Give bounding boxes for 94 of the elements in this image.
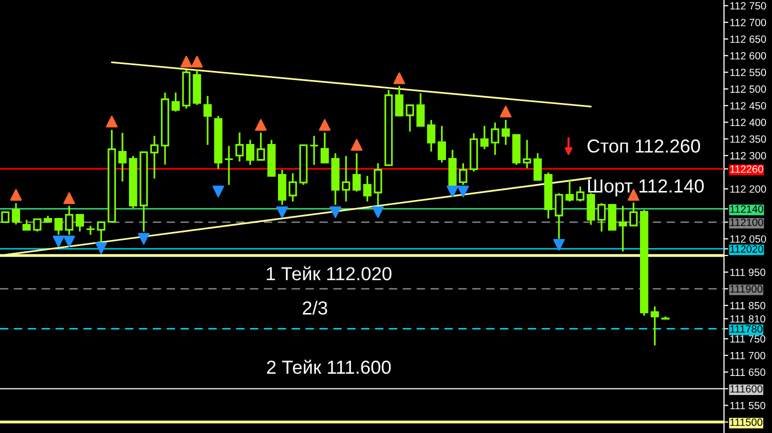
candlestick: [22, 218, 31, 231]
y-tick-label: 112 350: [730, 135, 766, 143]
y-tick-label: 111 950: [730, 268, 766, 276]
candlestick: [576, 186, 584, 202]
y-tick-label: 112100: [730, 218, 764, 226]
point: [52, 236, 64, 248]
ref-line-label: 2 Тейк 111.600: [267, 360, 391, 374]
candlestick: [76, 214, 84, 232]
point: [500, 106, 512, 118]
y-tick-label: 112 750: [730, 2, 766, 10]
candlestick: [618, 205, 627, 252]
point: [63, 192, 76, 204]
y-tick-label: 112140: [730, 205, 764, 213]
y-tick-label: 112 300: [730, 152, 766, 160]
candlestick: [459, 162, 468, 186]
point: [106, 116, 118, 128]
candlestick: [534, 152, 542, 181]
point: [330, 206, 342, 218]
candlestick: [224, 145, 234, 186]
y-tick-label: 112020: [730, 245, 764, 253]
point: [138, 232, 150, 245]
candlestick: [416, 92, 425, 127]
annotation: 2/3: [302, 300, 328, 315]
candlestick: [118, 132, 127, 182]
point: [180, 56, 192, 68]
y-tick-label: 111 850: [730, 302, 766, 310]
candlestick: [246, 139, 254, 166]
point: [63, 236, 76, 248]
point: [10, 189, 22, 201]
y-tick-label: 112260: [730, 165, 764, 173]
point: [318, 119, 331, 131]
y-tick-label: 111900: [730, 285, 762, 293]
candlestick: [288, 172, 297, 202]
candlestick: [342, 155, 350, 202]
candlestick: [310, 135, 318, 166]
y-tick-label: 112 650: [730, 35, 766, 43]
point: [95, 242, 107, 254]
point: [350, 139, 363, 151]
point: [276, 206, 288, 218]
candlestick: [597, 202, 606, 232]
candlestick: [12, 202, 20, 226]
y-tick-label: 111 550: [730, 402, 766, 410]
ref-line-label: Шорт 112.140: [588, 179, 704, 196]
y-tick-label: 112 500: [730, 85, 766, 93]
candlestick: [502, 119, 510, 146]
candlestick: [150, 135, 159, 180]
candlestick: [522, 139, 532, 170]
y-tick-label: 111780: [730, 325, 762, 333]
candlestick: [1, 211, 10, 223]
y-tick-label: 112 450: [730, 102, 766, 110]
candlestick: [172, 92, 180, 112]
ref-line-label: 1 Тейк 112.020: [266, 266, 392, 280]
y-tick-label: 111 650: [730, 368, 766, 376]
candlestick: [480, 125, 489, 150]
ref-line-label: Стоп 112.260: [588, 139, 700, 153]
y-tick-label: 111 750: [730, 335, 766, 343]
candlestick: [54, 218, 63, 236]
candlestick: [438, 125, 446, 164]
y-tick-label: 112 550: [730, 68, 766, 76]
point: [393, 72, 406, 84]
y-tick-label: 112 200: [730, 185, 766, 193]
y-tick-label: 111500: [730, 418, 762, 426]
point: [446, 186, 458, 198]
candlestick: [363, 175, 372, 202]
candlestick: [352, 152, 361, 192]
candlestick: [256, 132, 265, 161]
candlestick: [406, 104, 414, 132]
candlestick: [235, 132, 244, 162]
point: [553, 238, 565, 251]
y-tick-label: 111 700: [730, 352, 766, 360]
candlestick: [65, 205, 74, 236]
y-tick-label: 111 810: [730, 315, 766, 323]
y-tick-label: 112 050: [730, 235, 766, 243]
candlestick: [629, 202, 638, 226]
candlestick: [320, 132, 329, 164]
candlestick: [86, 224, 95, 236]
point: [212, 186, 224, 198]
point: [255, 119, 267, 131]
point: [372, 206, 384, 218]
candlestick: [427, 119, 436, 152]
candlestick: [97, 221, 106, 244]
point: [457, 186, 469, 198]
candlestick: [395, 85, 404, 116]
y-tick-label: 112 700: [730, 18, 766, 26]
candlestick: [33, 218, 42, 232]
candlestick: [374, 162, 382, 206]
candlestick: [490, 122, 500, 156]
point: [191, 56, 203, 68]
y-tick-label: 112 400: [730, 118, 766, 126]
y-tick-label: 112 600: [730, 52, 766, 60]
candlestick: [565, 179, 574, 202]
y-tick-label: 111600: [730, 385, 762, 393]
candlestick: [203, 95, 212, 146]
candlestick: [650, 306, 659, 346]
